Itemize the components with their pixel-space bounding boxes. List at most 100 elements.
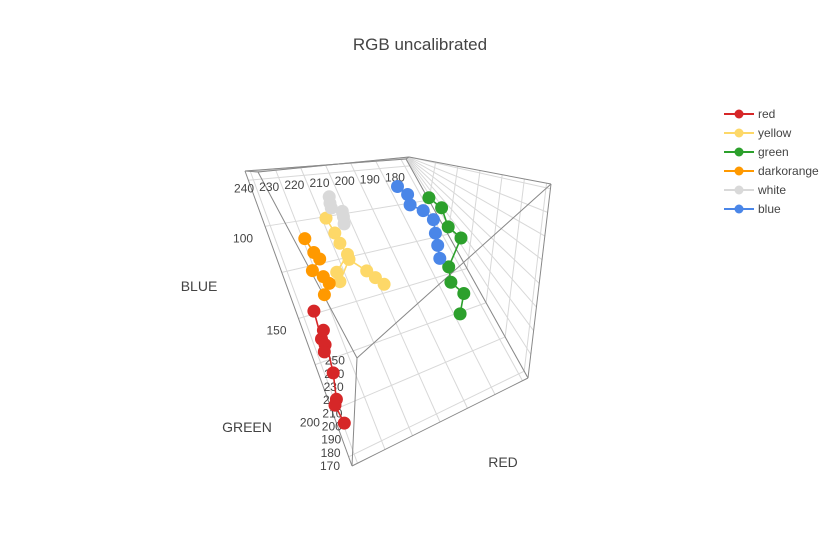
- axis-edge: [244, 170, 259, 173]
- data-point[interactable]: [328, 226, 342, 240]
- data-point[interactable]: [307, 304, 321, 318]
- grid-line: [504, 178, 525, 337]
- x-tick-label: 240: [234, 182, 254, 196]
- data-point[interactable]: [442, 260, 456, 274]
- data-point[interactable]: [454, 231, 468, 245]
- legend-label: white: [757, 183, 786, 197]
- data-point[interactable]: [337, 416, 351, 430]
- x-tick-label: 230: [259, 180, 279, 194]
- series-layer: [298, 180, 471, 430]
- legend-label: darkorange: [758, 164, 819, 178]
- y-tick-label: 100: [233, 231, 253, 245]
- axis-edge: [527, 183, 552, 379]
- grid-line: [466, 170, 481, 269]
- legend-label: yellow: [758, 126, 792, 140]
- chart-title: RGB uncalibrated: [353, 35, 487, 54]
- data-point[interactable]: [333, 236, 347, 250]
- series-green: [422, 191, 471, 321]
- legend-swatch-marker: [734, 166, 744, 176]
- x-tick-label: 190: [360, 172, 380, 186]
- z-tick-label: 180: [321, 446, 341, 460]
- legend-label: blue: [758, 202, 781, 216]
- data-point[interactable]: [401, 188, 415, 201]
- data-point[interactable]: [435, 201, 449, 215]
- data-point[interactable]: [298, 232, 312, 246]
- axis-edge: [244, 170, 353, 467]
- series-yellow: [319, 211, 391, 291]
- legend-label: red: [758, 107, 775, 121]
- data-point[interactable]: [441, 220, 455, 234]
- axis-edge: [351, 357, 358, 467]
- data-point[interactable]: [444, 275, 458, 289]
- grid-line: [408, 156, 551, 190]
- data-point[interactable]: [391, 180, 404, 193]
- grid-line: [485, 174, 503, 303]
- grid-line: [407, 157, 546, 237]
- data-point[interactable]: [426, 213, 440, 227]
- data-point[interactable]: [403, 198, 417, 212]
- legend: red yellow green darkorange white blue: [724, 107, 819, 216]
- data-point[interactable]: [326, 366, 340, 380]
- data-point[interactable]: [337, 217, 351, 231]
- y-tick-label: 150: [266, 324, 286, 338]
- data-point[interactable]: [316, 323, 330, 337]
- data-point[interactable]: [324, 201, 338, 215]
- grid-line: [406, 157, 537, 308]
- z-tick-label: 200: [322, 419, 342, 433]
- data-point[interactable]: [305, 264, 319, 278]
- legend-item[interactable]: yellow: [724, 126, 792, 140]
- y-tick-label: 200: [300, 416, 320, 430]
- grid-line: [407, 157, 540, 284]
- data-point[interactable]: [416, 204, 430, 218]
- data-point[interactable]: [328, 398, 342, 412]
- x-tick-label: 220: [284, 178, 304, 192]
- data-point[interactable]: [433, 251, 447, 265]
- series-white: [322, 190, 351, 231]
- grid-line: [298, 268, 468, 319]
- data-point[interactable]: [313, 252, 327, 266]
- z-tick-label: 190: [321, 433, 341, 447]
- z-tick-label: 170: [320, 459, 340, 473]
- x-axis-title: RED: [488, 454, 518, 470]
- data-point[interactable]: [342, 252, 356, 266]
- series-blue: [391, 180, 447, 265]
- legend-item[interactable]: green: [724, 145, 789, 159]
- grid-line: [405, 158, 532, 355]
- data-point[interactable]: [453, 307, 467, 321]
- data-point[interactable]: [422, 191, 436, 205]
- z-tick-label: 230: [324, 380, 344, 394]
- x-tick-label: 200: [335, 174, 355, 188]
- legend-swatch-marker: [734, 204, 744, 214]
- legend-item[interactable]: red: [724, 107, 775, 121]
- legend-item[interactable]: darkorange: [724, 164, 819, 178]
- legend-item[interactable]: blue: [724, 202, 781, 216]
- legend-swatch-marker: [734, 128, 744, 138]
- grid-line: [523, 183, 548, 372]
- grid-layer: [244, 156, 552, 467]
- data-point[interactable]: [317, 345, 331, 359]
- axis-edge: [356, 183, 552, 359]
- grid-line: [406, 158, 535, 331]
- axis-edge: [351, 377, 529, 467]
- data-point[interactable]: [317, 288, 331, 302]
- series-darkorange: [298, 232, 336, 302]
- legend-label: green: [758, 145, 789, 159]
- grid-line: [348, 370, 525, 458]
- axis-edge: [257, 171, 358, 359]
- grid-line: [331, 336, 506, 412]
- grid-line: [248, 165, 410, 181]
- data-point[interactable]: [428, 226, 442, 240]
- data-point[interactable]: [457, 287, 471, 300]
- axis-edge: [257, 156, 410, 173]
- data-point[interactable]: [377, 277, 391, 291]
- data-point[interactable]: [319, 211, 333, 225]
- legend-item[interactable]: white: [724, 183, 786, 197]
- data-point[interactable]: [431, 238, 445, 252]
- data-point[interactable]: [333, 275, 347, 289]
- data-point[interactable]: [322, 276, 336, 290]
- x-tick-label: 210: [309, 176, 329, 190]
- grid-line: [407, 157, 543, 261]
- grid-line: [408, 156, 548, 213]
- series-red: [307, 304, 351, 430]
